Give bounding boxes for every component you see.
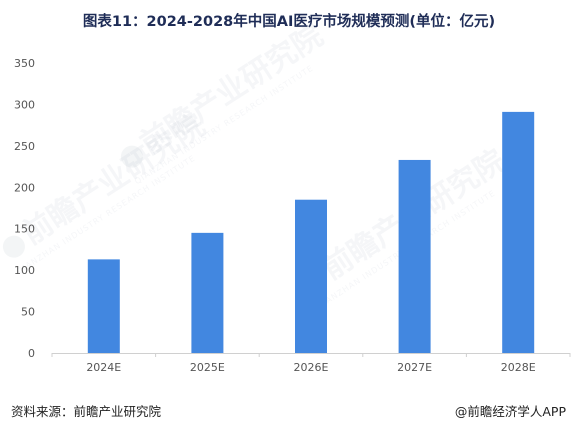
x-tick-label: 2025E [190,361,225,374]
bars [87,111,535,353]
credit-note: @前瞻经济学人APP [454,404,566,419]
bar-2025E [191,232,224,353]
x-tick-label: 2028E [501,361,536,374]
x-tick-label: 2027E [397,361,432,374]
y-tick-label: 0 [28,347,35,360]
source-note: 资料来源：前瞻产业研究院 [11,404,162,419]
y-tick-label: 200 [14,181,35,194]
chart-title: 图表11：2024-2028年中国AI医疗市场规模预测(单位：亿元) [82,14,496,30]
bar-2027E [398,159,431,353]
y-tick-label: 150 [14,223,35,236]
y-tick-label: 350 [14,57,35,70]
y-axis-ticks: 0 50 100 150 200 250 300 350 [14,57,35,360]
bar-2028E [502,111,535,353]
bar-2026E [295,199,327,353]
x-axis-ticks: 2024E 2025E 2026E 2027E 2028E [51,353,571,374]
y-tick-label: 50 [21,306,35,319]
y-tick-label: 250 [14,140,35,153]
bar-2024E [87,259,120,353]
y-tick-label: 100 [14,264,35,277]
x-tick-label: 2024E [86,361,121,374]
x-tick-label: 2026E [294,361,329,374]
y-tick-label: 300 [14,98,35,111]
